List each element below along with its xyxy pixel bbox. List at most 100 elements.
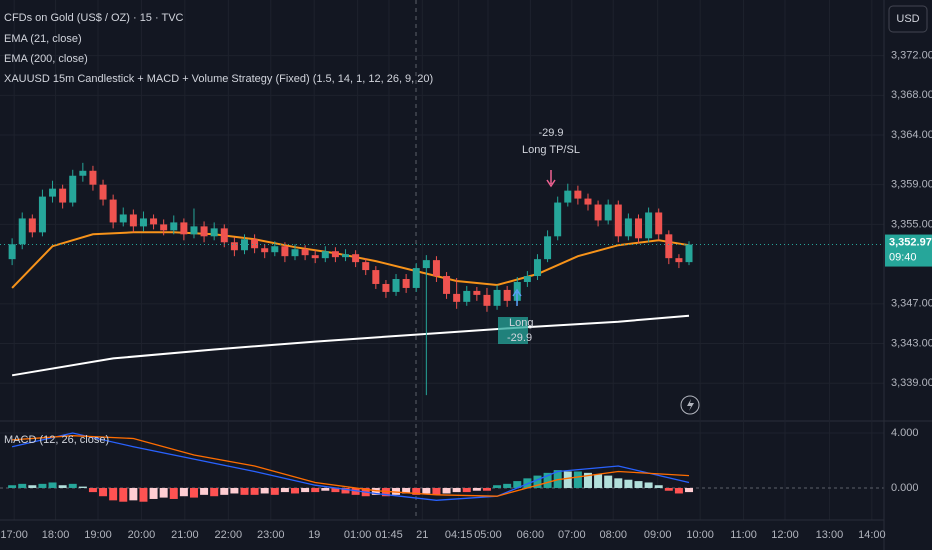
candle-body	[18, 218, 26, 245]
candle-body	[554, 202, 562, 237]
grid	[0, 0, 884, 520]
candle-body	[230, 242, 238, 251]
candle-body	[331, 251, 339, 258]
candle-body	[321, 251, 329, 259]
annotation: Long TP/SL	[522, 144, 580, 156]
alert-bolt[interactable]	[687, 399, 694, 411]
candle-body	[382, 283, 390, 292]
y-tick-label: 3,355.000	[891, 218, 932, 230]
x-tick-label: 21	[416, 529, 428, 541]
candle-body	[604, 204, 612, 221]
histogram-bar	[68, 483, 77, 488]
currency-button[interactable]	[888, 5, 928, 33]
candle-body	[170, 222, 178, 231]
candle-body	[372, 270, 380, 284]
histogram-bar	[351, 487, 360, 495]
histogram-bar	[250, 487, 259, 495]
histogram-bar	[220, 487, 229, 495]
histogram-bar	[321, 487, 330, 491]
x-tick-label: 11:00	[730, 529, 757, 541]
histogram-bar	[149, 487, 158, 499]
histogram-bar	[664, 487, 673, 491]
alert-icon[interactable]	[680, 395, 700, 415]
candle-body	[301, 249, 309, 256]
candle-body	[139, 218, 147, 227]
candle-body	[180, 222, 188, 235]
histogram-bar	[78, 486, 87, 488]
histogram-bar	[371, 487, 380, 495]
histogram-bar	[614, 478, 623, 488]
candle-body	[473, 290, 481, 295]
candle-body	[402, 279, 410, 288]
candle-body	[685, 244, 693, 263]
labels: 17:00 18:00 19:00 20:00 21:00 22:00 23:00 19 01:…	[0, 50, 932, 541]
x-tick-label: 17:00	[0, 529, 28, 541]
y-tick-label: 0.000	[891, 482, 919, 494]
histogram-bar	[392, 487, 401, 495]
histogram-bar	[129, 487, 138, 501]
histogram-bar	[18, 483, 27, 488]
x-tick-label: 20:00	[128, 529, 156, 541]
candle-body	[129, 214, 137, 227]
candle-body	[675, 258, 683, 263]
x-tick-label: 22:00	[215, 529, 243, 541]
candle-body	[584, 198, 592, 205]
x-tick-label: 18:00	[42, 529, 70, 541]
histogram-bar	[230, 487, 239, 494]
annotation: Long	[509, 317, 533, 329]
candle-body	[59, 188, 67, 203]
currency-label[interactable]: USD	[896, 13, 919, 25]
histogram-bar	[553, 470, 562, 488]
candle-body	[342, 254, 350, 258]
candle-body	[412, 268, 420, 288]
x-tick-label: 08:00	[599, 529, 627, 541]
y-tick-label: 3,347.000	[891, 298, 932, 310]
histogram-bar	[482, 487, 491, 491]
line-series	[12, 435, 690, 497]
histogram-bar	[432, 487, 441, 495]
candle-body	[79, 170, 87, 176]
legend-entry: EMA (21, close)	[4, 33, 82, 45]
histogram-bar	[99, 487, 108, 497]
x-tick-label: 12:00	[771, 529, 799, 541]
histogram-bar	[38, 483, 47, 488]
histogram-bar	[573, 471, 582, 488]
candle-body	[261, 248, 269, 253]
histogram-bar	[472, 487, 481, 491]
candle-body	[493, 289, 501, 306]
histogram-bar	[594, 474, 603, 488]
candle-body	[544, 236, 552, 260]
histogram-bar	[604, 475, 613, 488]
candle-body	[665, 234, 673, 259]
candle-body	[210, 228, 218, 237]
histogram-bar	[119, 487, 128, 502]
candle-body	[483, 294, 491, 306]
candle-body	[453, 293, 461, 302]
x-tick-label: 23:00	[257, 529, 285, 541]
candle-body	[150, 218, 158, 225]
candle-body	[291, 249, 299, 257]
histogram-bar	[179, 487, 188, 497]
candle-body	[443, 276, 451, 294]
histogram-bar	[28, 485, 37, 488]
histogram-bar	[381, 487, 390, 497]
candle-body	[533, 259, 541, 277]
histogram-bar	[270, 487, 279, 495]
x-tick-label: 19:00	[84, 529, 112, 541]
candle-body	[564, 190, 572, 203]
histogram-bar	[624, 479, 633, 488]
entry-box	[498, 317, 528, 344]
histogram-bar	[533, 475, 542, 488]
histogram-bar	[412, 487, 421, 495]
histogram-bar	[260, 487, 269, 494]
entry-arrow	[512, 288, 522, 306]
histogram-bar	[644, 482, 653, 488]
candle-body	[392, 279, 400, 292]
candle-body	[594, 204, 602, 221]
legend-entry: XAUUSD 15m Candlestick + MACD + Volume S…	[4, 73, 433, 85]
y-tick-label: 3,359.000	[891, 179, 932, 191]
histogram-bar	[240, 487, 249, 495]
candle-body	[362, 262, 370, 271]
histogram-bar	[583, 472, 592, 488]
